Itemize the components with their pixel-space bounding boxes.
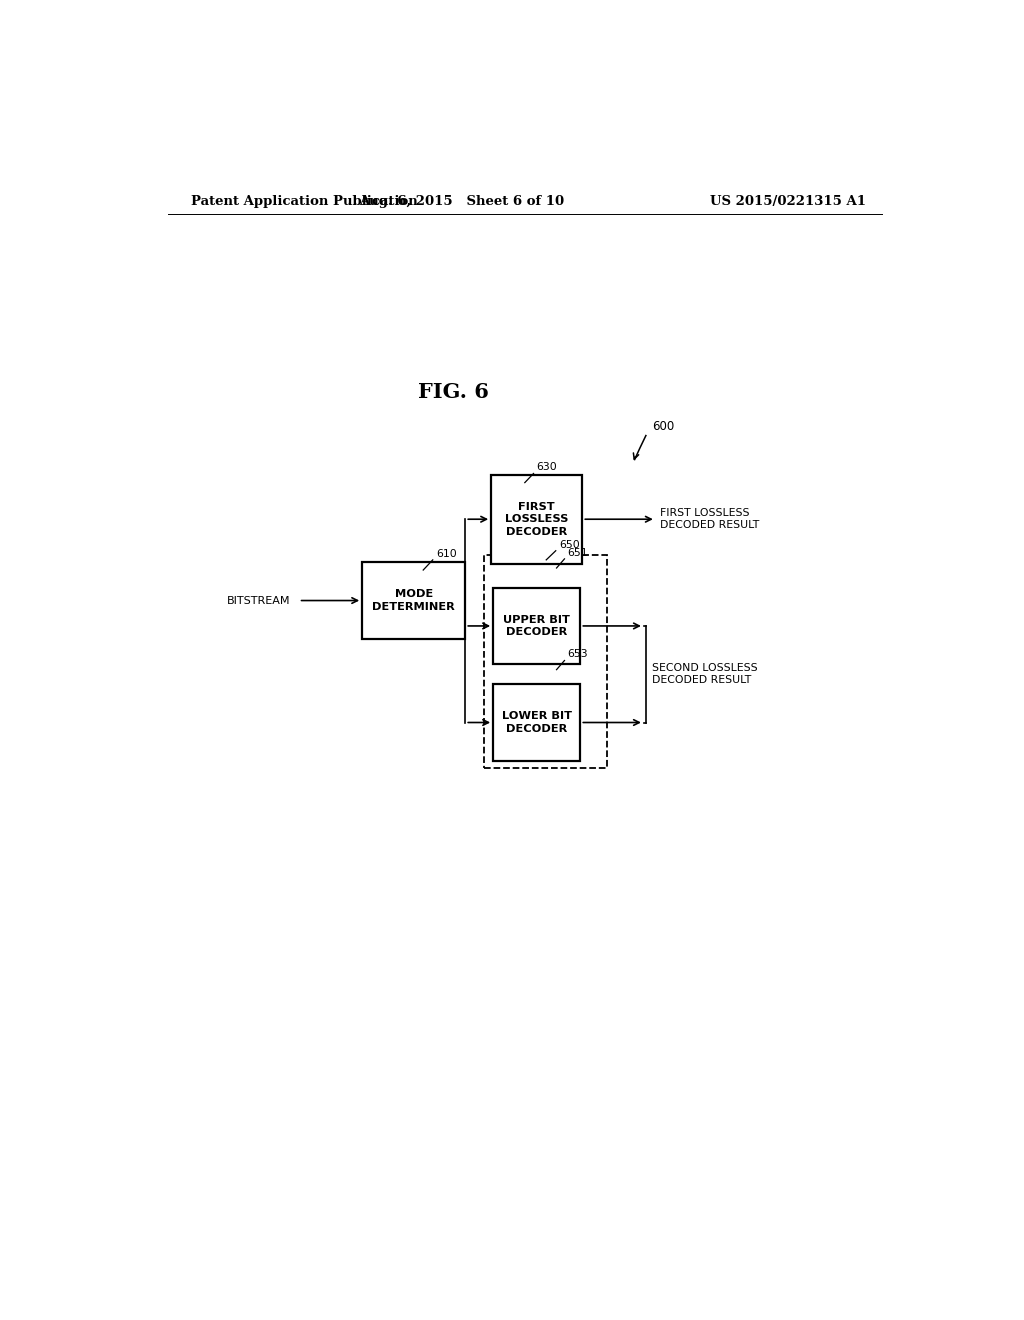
Text: 600: 600 bbox=[652, 420, 674, 433]
Text: Patent Application Publication: Patent Application Publication bbox=[191, 194, 418, 207]
Text: LOWER BIT
DECODER: LOWER BIT DECODER bbox=[502, 711, 571, 734]
Text: 651: 651 bbox=[567, 548, 588, 558]
Bar bbox=[494, 587, 581, 664]
Text: 653: 653 bbox=[567, 649, 588, 660]
Text: 650: 650 bbox=[559, 540, 580, 549]
Text: FIG. 6: FIG. 6 bbox=[418, 383, 488, 403]
Text: Aug. 6, 2015   Sheet 6 of 10: Aug. 6, 2015 Sheet 6 of 10 bbox=[358, 194, 564, 207]
Text: UPPER BIT
DECODER: UPPER BIT DECODER bbox=[503, 615, 570, 638]
Text: FIRST
LOSSLESS
DECODER: FIRST LOSSLESS DECODER bbox=[505, 502, 568, 537]
Bar bbox=[483, 554, 606, 768]
Text: US 2015/0221315 A1: US 2015/0221315 A1 bbox=[710, 194, 866, 207]
Bar bbox=[362, 562, 465, 639]
Text: FIRST LOSSLESS
DECODED RESULT: FIRST LOSSLESS DECODED RESULT bbox=[659, 508, 759, 531]
Text: BITSTREAM: BITSTREAM bbox=[227, 595, 291, 606]
Text: SECOND LOSSLESS
DECODED RESULT: SECOND LOSSLESS DECODED RESULT bbox=[652, 663, 758, 685]
Text: 630: 630 bbox=[537, 462, 557, 473]
Text: MODE
DETERMINER: MODE DETERMINER bbox=[373, 589, 455, 611]
Bar bbox=[492, 474, 583, 564]
Text: 610: 610 bbox=[436, 549, 457, 558]
Bar bbox=[494, 684, 581, 760]
